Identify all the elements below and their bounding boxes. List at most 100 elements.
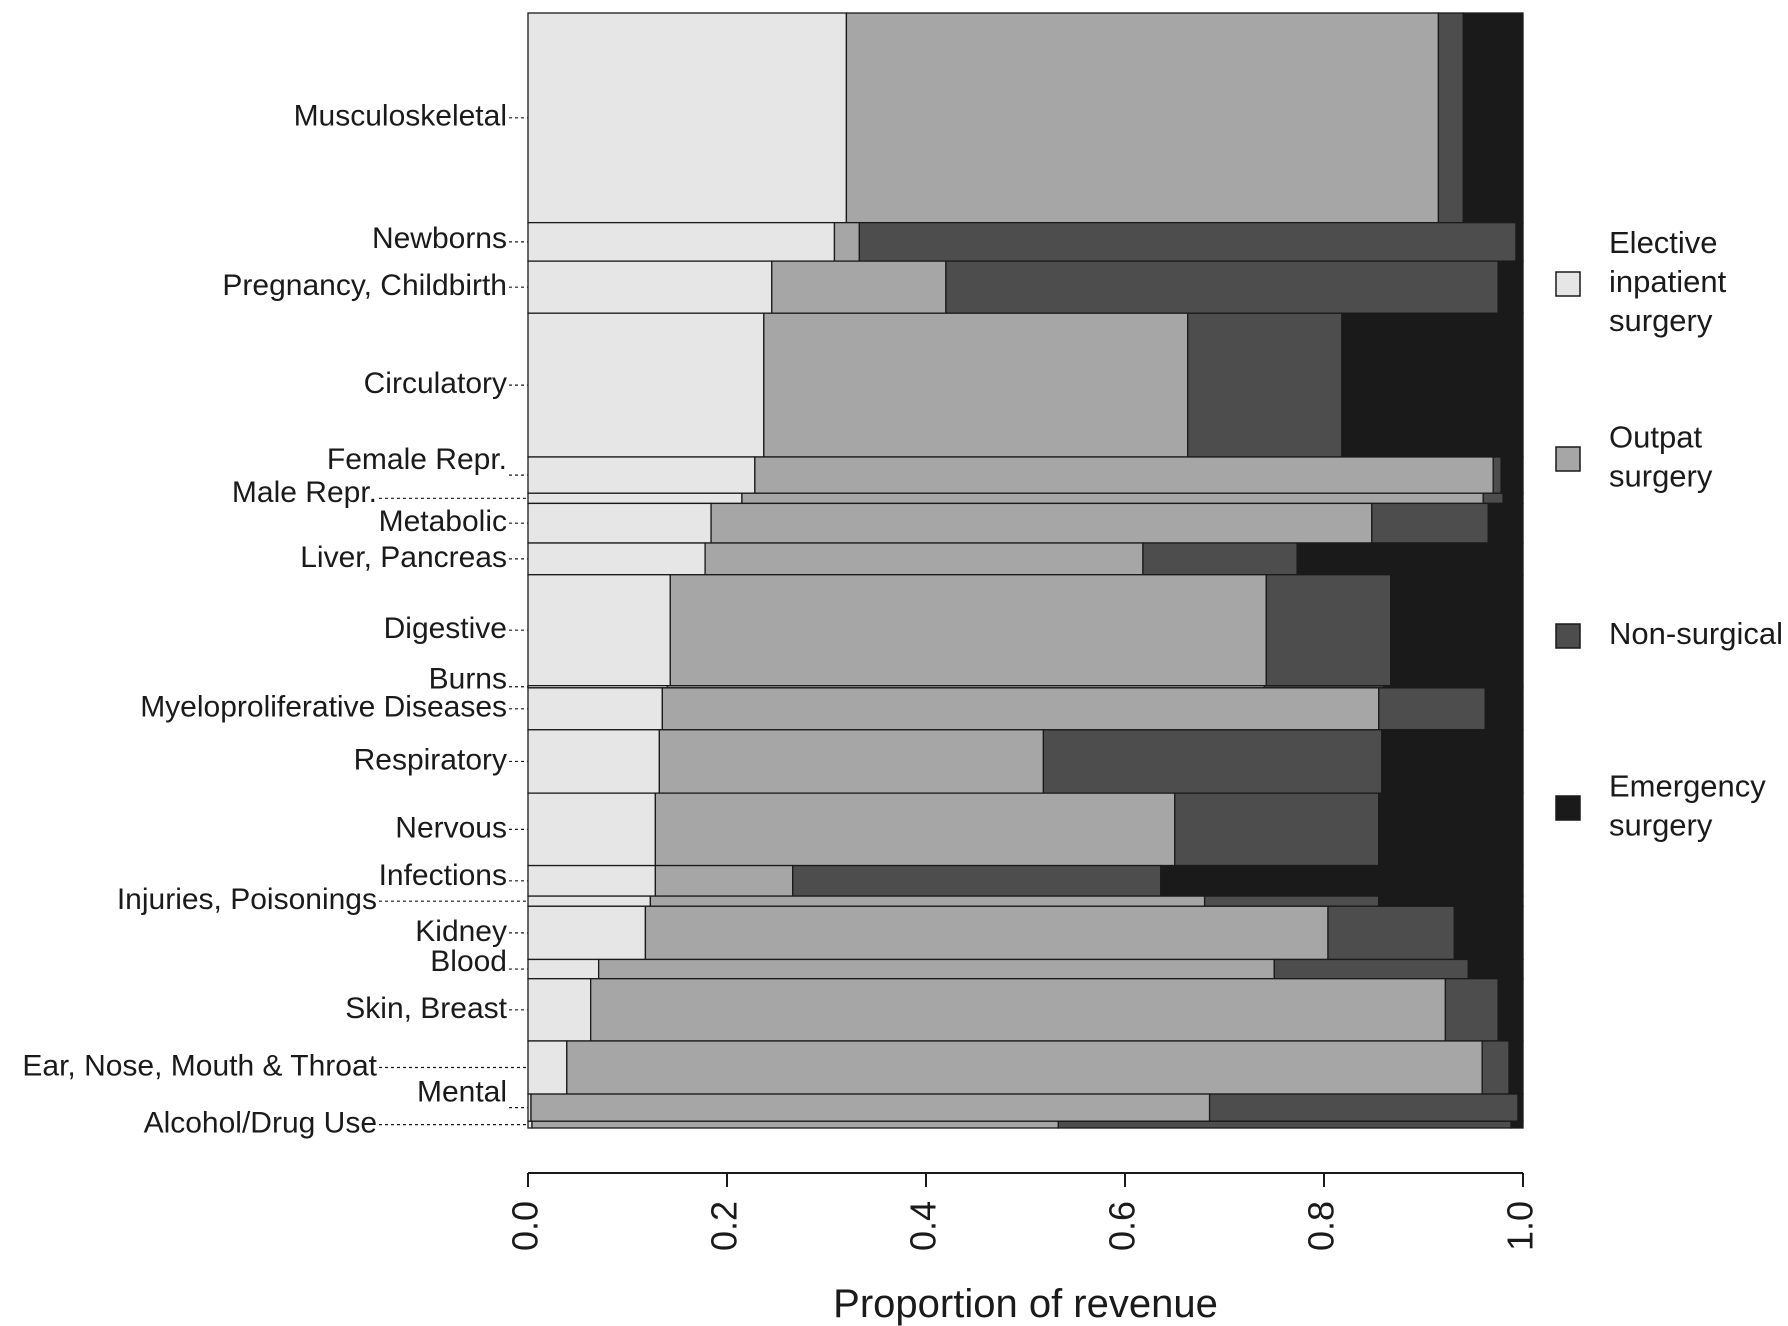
bar-segment-respiratory-non-surgical bbox=[1042, 729, 1383, 794]
bar-segment-myeloproliferative-diseases-non-surgical bbox=[1378, 687, 1486, 731]
bar-segment-respiratory-outpat-surgery bbox=[658, 729, 1045, 794]
x-tick-label: 0.4 bbox=[903, 1201, 944, 1251]
x-tick-label: 0.2 bbox=[704, 1201, 745, 1251]
category-label-digestive: Digestive bbox=[384, 612, 507, 645]
legend-swatch-elective-inpatient-surgery bbox=[1555, 271, 1581, 297]
bar-segment-blood-elective-inpatient-surgery bbox=[527, 958, 600, 980]
legend: Elective inpatient surgery Outpat surgery Non… bbox=[1555, 225, 1783, 843]
category-label-infections: Infections bbox=[379, 859, 507, 892]
category-label-ear-nose-mouth-throat: Ear, Nose, Mouth & Throat bbox=[22, 1049, 377, 1082]
legend-label-non-surgical: Non-surgical bbox=[1609, 616, 1783, 651]
bar-segment-mental-non-surgical bbox=[1208, 1093, 1519, 1122]
bar-segment-newborns-outpat-surgery bbox=[833, 221, 860, 262]
x-axis: 0.0 0.2 0.4 0.6 0.8 1.0 bbox=[505, 1172, 1541, 1251]
bar-segment-male-repr-emergency-surgery bbox=[1502, 492, 1524, 505]
bar-segment-blood-emergency-surgery bbox=[1467, 958, 1524, 980]
bar-segment-ear-nose-mouth-throat-outpat-surgery bbox=[566, 1040, 1483, 1095]
bar-segment-mental-outpat-surgery bbox=[530, 1093, 1211, 1122]
bar-segment-respiratory-emergency-surgery bbox=[1381, 729, 1524, 794]
legend-label-outpat-surgery: surgery bbox=[1609, 459, 1713, 494]
bar-segment-newborns-non-surgical bbox=[858, 221, 1517, 262]
bar-segment-alcohol-drug-use-outpat-surgery bbox=[531, 1120, 1059, 1129]
legend-label-elective-inpatient-surgery: surgery bbox=[1609, 303, 1713, 338]
bar-segment-nervous-non-surgical bbox=[1174, 792, 1380, 867]
bar-segment-skin-breast-non-surgical bbox=[1444, 978, 1499, 1042]
bar-segment-injuries-poisonings-outpat-surgery bbox=[649, 895, 1206, 907]
bar-segment-myeloproliferative-diseases-elective-inpatient-surgery bbox=[527, 687, 663, 731]
bar-segment-newborns-emergency-surgery bbox=[1515, 221, 1524, 262]
bar-segment-mental-emergency-surgery bbox=[1517, 1093, 1524, 1122]
bar-segment-kidney-emergency-surgery bbox=[1453, 905, 1524, 961]
label-leader-lines bbox=[379, 117, 528, 1126]
bar-segment-pregnancy-childbirth-non-surgical bbox=[945, 260, 1499, 314]
bar-segment-female-repr-emergency-surgery bbox=[1500, 456, 1524, 494]
category-label-female-repr: Female Repr. bbox=[327, 443, 507, 476]
bar-segment-male-repr-elective-inpatient-surgery bbox=[527, 492, 743, 505]
bar-segment-ear-nose-mouth-throat-emergency-surgery bbox=[1508, 1040, 1524, 1095]
bar-segment-metabolic-non-surgical bbox=[1371, 502, 1489, 544]
bar-segment-skin-breast-emergency-surgery bbox=[1497, 978, 1524, 1042]
bar-segment-male-repr-outpat-surgery bbox=[741, 492, 1484, 505]
bar-segment-metabolic-elective-inpatient-surgery bbox=[527, 502, 712, 544]
bar-segment-liver-pancreas-non-surgical bbox=[1142, 542, 1298, 576]
bar-segment-liver-pancreas-elective-inpatient-surgery bbox=[527, 542, 706, 576]
bar-segment-musculoskeletal-outpat-surgery bbox=[845, 12, 1440, 224]
x-tick-label: 0.0 bbox=[505, 1201, 546, 1251]
bar-segment-pregnancy-childbirth-outpat-surgery bbox=[771, 260, 947, 314]
category-label-respiratory: Respiratory bbox=[354, 743, 507, 776]
category-label-skin-breast: Skin, Breast bbox=[345, 992, 507, 1025]
bar-segment-musculoskeletal-non-surgical bbox=[1437, 12, 1464, 224]
bar-segment-circulatory-emergency-surgery bbox=[1341, 312, 1524, 458]
category-label-circulatory: Circulatory bbox=[364, 367, 507, 400]
category-label-alcohol-drug-use: Alcohol/Drug Use bbox=[144, 1107, 377, 1140]
category-label-pregnancy-childbirth: Pregnancy, Childbirth bbox=[222, 269, 507, 302]
x-axis-title: Proportion of revenue bbox=[833, 1282, 1218, 1326]
legend-label-outpat-surgery: Outpat bbox=[1609, 420, 1702, 455]
bar-segment-ear-nose-mouth-throat-non-surgical bbox=[1481, 1040, 1510, 1095]
bars-layer bbox=[527, 12, 1524, 1129]
bar-segment-infections-elective-inpatient-surgery bbox=[527, 864, 657, 897]
bar-segment-metabolic-emergency-surgery bbox=[1487, 502, 1524, 544]
category-label-injuries-poisonings: Injuries, Poisonings bbox=[117, 883, 377, 916]
bar-segment-digestive-emergency-surgery bbox=[1390, 574, 1524, 687]
bar-segment-kidney-elective-inpatient-surgery bbox=[527, 905, 647, 961]
category-label-kidney: Kidney bbox=[415, 915, 507, 948]
bar-segment-musculoskeletal-emergency-surgery bbox=[1462, 12, 1524, 224]
legend-label-elective-inpatient-surgery: inpatient bbox=[1609, 264, 1727, 299]
legend-label-elective-inpatient-surgery: Elective bbox=[1609, 225, 1718, 260]
bar-segment-blood-non-surgical bbox=[1273, 958, 1469, 980]
bar-segment-skin-breast-outpat-surgery bbox=[590, 978, 1447, 1042]
category-label-mental: Mental bbox=[417, 1076, 507, 1109]
bar-segment-female-repr-non-surgical bbox=[1492, 456, 1502, 494]
legend-label-emergency-surgery: surgery bbox=[1609, 808, 1713, 843]
bar-segment-skin-breast-elective-inpatient-surgery bbox=[527, 978, 592, 1042]
bar-segment-infections-non-surgical bbox=[792, 864, 1162, 897]
bar-segment-injuries-poisonings-non-surgical bbox=[1203, 895, 1380, 907]
bar-segment-blood-outpat-surgery bbox=[597, 958, 1275, 980]
bar-segment-nervous-emergency-surgery bbox=[1378, 792, 1524, 867]
bar-segment-myeloproliferative-diseases-emergency-surgery bbox=[1484, 687, 1524, 731]
bar-segment-kidney-outpat-surgery bbox=[644, 905, 1329, 961]
bar-segment-circulatory-non-surgical bbox=[1187, 312, 1343, 458]
bar-segment-nervous-outpat-surgery bbox=[654, 792, 1176, 867]
bar-segment-liver-pancreas-outpat-surgery bbox=[704, 542, 1144, 576]
bar-segment-circulatory-elective-inpatient-surgery bbox=[527, 312, 765, 458]
bar-segment-myeloproliferative-diseases-outpat-surgery bbox=[661, 687, 1380, 731]
bar-segment-alcohol-drug-use-emergency-surgery bbox=[1510, 1120, 1524, 1129]
bar-segment-digestive-elective-inpatient-surgery bbox=[527, 574, 671, 687]
bar-segment-injuries-poisonings-emergency-surgery bbox=[1378, 895, 1524, 907]
category-label-burns: Burns bbox=[429, 663, 507, 696]
legend-swatch-outpat-surgery bbox=[1555, 446, 1581, 472]
bar-segment-respiratory-elective-inpatient-surgery bbox=[527, 729, 660, 794]
bar-segment-injuries-poisonings-elective-inpatient-surgery bbox=[527, 895, 652, 907]
legend-label-emergency-surgery: Emergency bbox=[1609, 769, 1766, 804]
bar-segment-infections-emergency-surgery bbox=[1160, 864, 1524, 897]
category-label-metabolic: Metabolic bbox=[379, 505, 507, 538]
category-label-newborns: Newborns bbox=[372, 222, 507, 255]
category-label-blood: Blood bbox=[430, 945, 507, 978]
bar-segment-musculoskeletal-elective-inpatient-surgery bbox=[527, 12, 848, 224]
x-tick-label: 1.0 bbox=[1500, 1201, 1541, 1251]
bar-segment-infections-outpat-surgery bbox=[654, 864, 794, 897]
